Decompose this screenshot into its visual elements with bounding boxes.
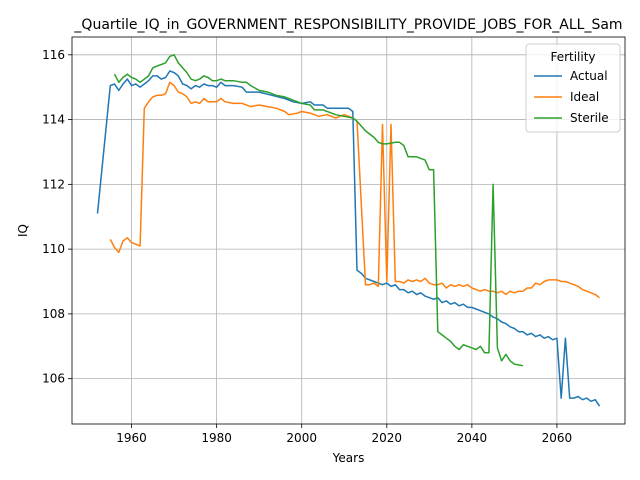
x-tick-label: 2020 <box>372 431 403 445</box>
y-tick-label: 114 <box>42 113 65 127</box>
x-tick-label: 2040 <box>457 431 488 445</box>
x-axis-label: Years <box>332 451 365 465</box>
legend-label-actual: Actual <box>570 69 608 83</box>
x-tick-label: 1960 <box>116 431 147 445</box>
y-tick-label: 116 <box>42 48 65 62</box>
legend-label-ideal: Ideal <box>570 90 599 104</box>
legend: Fertility Actual Ideal Sterile <box>525 43 621 133</box>
series-line-ideal <box>109 81 600 299</box>
plot-frame <box>71 36 626 425</box>
x-tick-label: 2060 <box>542 431 573 445</box>
legend-box <box>525 43 621 133</box>
y-tick-label: 112 <box>42 177 65 191</box>
series-line-actual <box>96 70 601 407</box>
y-tick-label: 106 <box>42 372 65 386</box>
series-lines <box>96 54 601 407</box>
y-axis-label: IQ <box>16 224 30 237</box>
chart-title: _Quartile_IQ_in_GOVERNMENT_RESPONSIBILIT… <box>73 17 622 33</box>
legend-title: Fertility <box>550 50 595 64</box>
legend-items: Actual Ideal Sterile <box>534 69 609 125</box>
x-tick-label: 2000 <box>286 431 317 445</box>
y-tick-label: 108 <box>42 307 65 321</box>
x-tick-label: 1980 <box>201 431 232 445</box>
legend-label-sterile: Sterile <box>570 111 609 125</box>
y-tick-label: 110 <box>42 242 65 256</box>
ticks: 1960 1980 2000 2020 2040 2060 106 108 110 112 114 1… <box>42 48 572 445</box>
series-line-sterile <box>113 54 524 367</box>
